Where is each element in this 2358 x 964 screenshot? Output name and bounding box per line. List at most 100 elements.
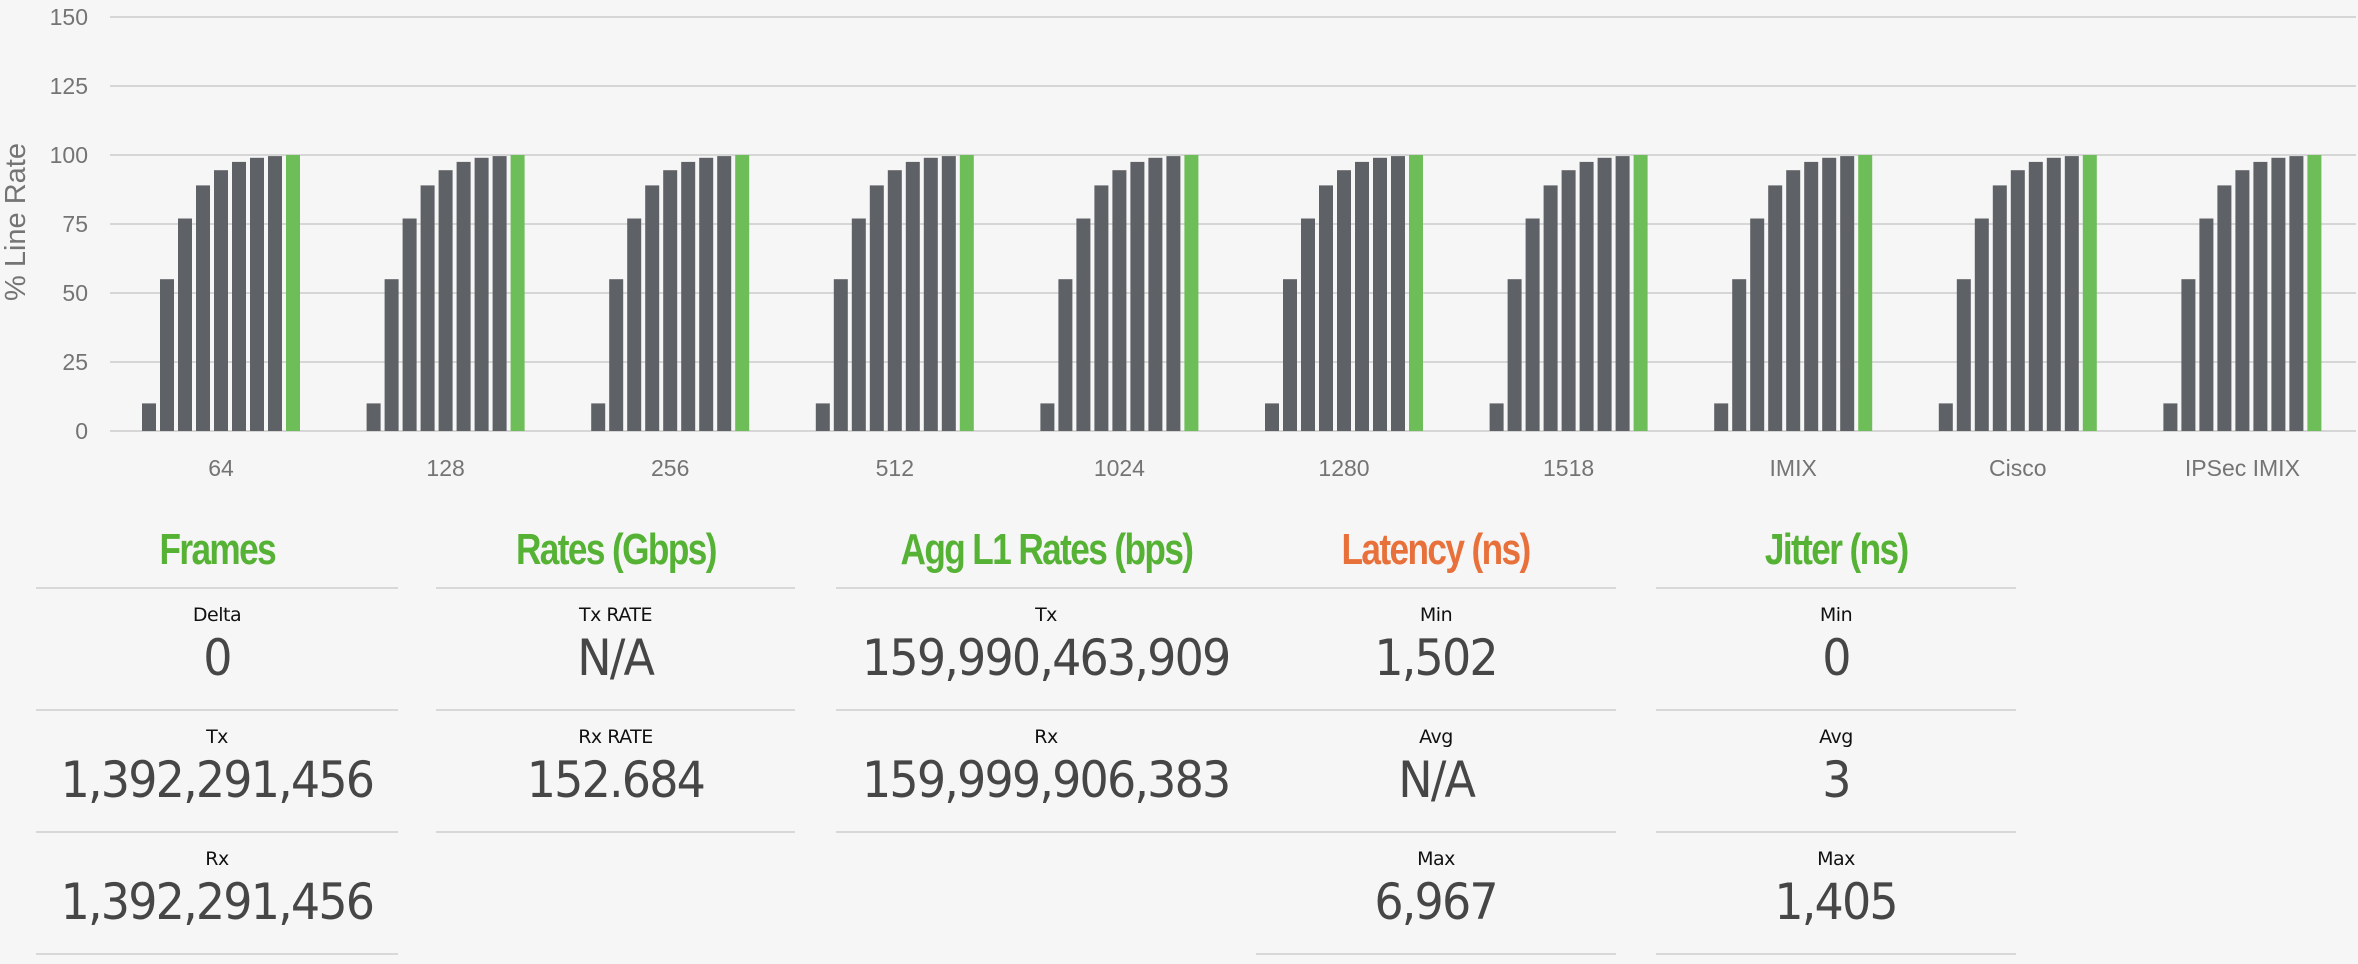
agg-rx-label: Rx — [1034, 726, 1058, 748]
y-tick-label: 125 — [50, 73, 88, 99]
bar — [1974, 218, 1989, 431]
bar — [1148, 157, 1163, 432]
bar — [1992, 185, 2007, 431]
bar-group — [1938, 155, 2097, 432]
latency-max-label: Max — [1417, 848, 1455, 870]
bar — [2289, 156, 2304, 431]
bar — [851, 218, 866, 431]
bar — [1561, 170, 1576, 431]
bar — [1337, 170, 1351, 431]
bar — [1040, 403, 1055, 431]
bar — [1391, 156, 1405, 431]
bar — [142, 403, 156, 431]
latency-min-cell: Min 1,502 — [1256, 587, 1616, 709]
x-category-label: 1280 — [1318, 455, 1369, 481]
bar — [366, 403, 381, 431]
bar — [1130, 161, 1145, 431]
frames-tx-value: 1,392,291,456 — [60, 751, 375, 809]
bar — [1373, 157, 1387, 432]
latency-min-value: 1,502 — [1374, 629, 1499, 687]
rates-title: Rates (Gbps) — [515, 525, 717, 574]
bar — [1355, 161, 1369, 431]
bar — [2217, 185, 2232, 431]
frames-rx-value: 1,392,291,456 — [60, 873, 375, 931]
bar — [1489, 403, 1504, 431]
bar-group — [815, 155, 974, 432]
rates-tx-label: Tx RATE — [579, 604, 652, 626]
bar — [1265, 403, 1279, 431]
bar-final — [1633, 155, 1648, 431]
bar — [609, 279, 624, 431]
bar — [1732, 279, 1747, 431]
bar — [717, 156, 732, 431]
rates-rx-cell: Rx RATE 152.684 — [436, 709, 795, 833]
bar — [268, 156, 282, 431]
y-tick-label: 75 — [62, 211, 88, 237]
rates-rx-label: Rx RATE — [578, 726, 653, 748]
jitter-max-cell: Max 1,405 — [1656, 831, 2016, 955]
bar — [627, 218, 642, 431]
bar — [1058, 279, 1073, 431]
bar-final — [510, 155, 525, 431]
bar — [1525, 218, 1540, 431]
line-rate-bar-chart: 0 25 50 75 100 125 150 % Line Rate 64 128 256 512… — [0, 4, 2356, 481]
agg-rx-value: 159,999,906,383 — [862, 751, 1231, 809]
bar — [1768, 185, 1783, 431]
bar — [2046, 157, 2061, 432]
latency-avg-label: Avg — [1419, 726, 1453, 748]
bar-group — [366, 155, 525, 432]
x-category-label: 256 — [651, 455, 689, 481]
bar — [941, 156, 956, 431]
bar — [1166, 156, 1181, 431]
bar — [402, 218, 417, 431]
x-category-label: IMIX — [1770, 455, 1817, 481]
frames-tx-label: Tx — [206, 726, 228, 748]
frames-rx-label: Rx — [205, 848, 229, 870]
x-category-label: 1518 — [1543, 455, 1594, 481]
x-category-label: 128 — [426, 455, 464, 481]
bar — [1112, 170, 1127, 431]
y-tick-label: 100 — [50, 142, 88, 168]
latency-min-label: Min — [1419, 604, 1453, 626]
x-category-label: 512 — [876, 455, 914, 481]
jitter-min-cell: Min 0 — [1656, 587, 2016, 709]
jitter-min-value: 0 — [1822, 629, 1851, 687]
jitter-avg-cell: Avg 3 — [1656, 709, 2016, 831]
x-category-label: Cisco — [1989, 455, 2047, 481]
frames-rx-cell: Rx 1,392,291,456 — [36, 831, 398, 955]
bar — [2064, 156, 2079, 431]
bar — [1750, 218, 1765, 431]
bar-final — [959, 155, 974, 431]
bar — [250, 157, 264, 432]
bar — [384, 279, 399, 431]
bar — [1301, 218, 1315, 431]
bar — [438, 170, 453, 431]
bar-final — [1184, 155, 1199, 431]
bar-final — [2082, 155, 2097, 431]
bar — [699, 157, 714, 432]
bar-final — [1409, 155, 1423, 431]
bar — [645, 185, 660, 431]
bar — [1283, 279, 1297, 431]
bar — [214, 170, 228, 431]
latency-avg-cell: Avg N/A — [1256, 709, 1616, 831]
y-tick-label: 50 — [62, 280, 88, 306]
bar — [420, 185, 435, 431]
bar — [456, 161, 471, 431]
frames-title: Frames — [159, 525, 276, 574]
jitter-max-label: Max — [1817, 848, 1855, 870]
frames-delta-value: 0 — [203, 629, 232, 687]
bar-group — [591, 155, 750, 432]
frames-tx-cell: Tx 1,392,291,456 — [36, 709, 398, 831]
bar — [1507, 279, 1522, 431]
y-tick-label: 0 — [75, 418, 88, 444]
agg-tx-label: Tx — [1035, 604, 1057, 626]
bar — [196, 185, 210, 431]
x-axis-labels: 64 128 256 512 1024 1280 1518 IMIX Cisco IPSec IM… — [208, 455, 2300, 481]
bar — [232, 161, 246, 431]
frames-delta-label: Delta — [192, 604, 242, 626]
latency-avg-value: N/A — [1398, 751, 1476, 809]
bar-group — [1489, 155, 1648, 432]
bar — [905, 161, 920, 431]
bar — [923, 157, 938, 432]
